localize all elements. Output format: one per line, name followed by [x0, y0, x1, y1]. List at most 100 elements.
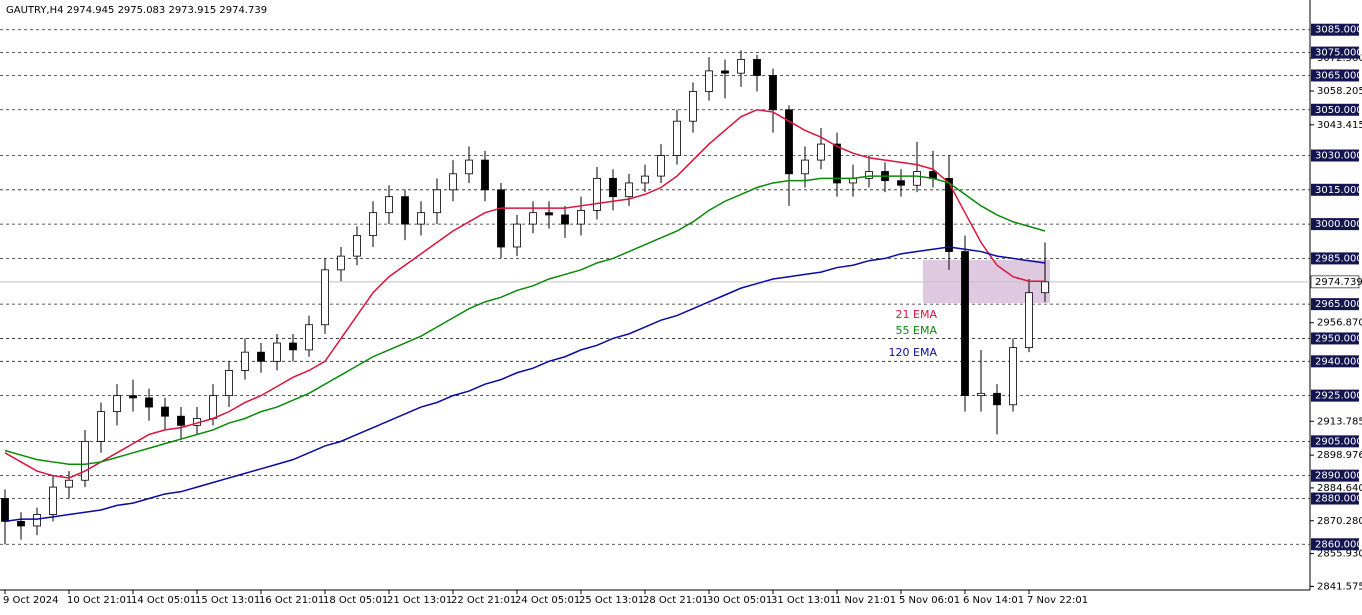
level-label-box [1311, 389, 1359, 402]
x-tick-label: 30 Oct 05:01 [707, 595, 772, 606]
level-label: 2950.000 [1315, 333, 1362, 344]
candle-body [833, 143, 841, 184]
level-label: 2925.000 [1315, 391, 1362, 402]
level-label: 2965.000 [1315, 299, 1362, 310]
level-label: 3030.000 [1315, 151, 1362, 162]
level-label: 2985.000 [1315, 253, 1362, 264]
legend-label: 21 EMA [896, 308, 938, 321]
y-tick-label: 2870.280 [1317, 516, 1362, 527]
candle-body [1009, 347, 1017, 406]
candle-body [513, 223, 521, 248]
candle-body [737, 59, 745, 74]
candle-body [337, 255, 345, 271]
level-label-box [1311, 23, 1359, 36]
level-label-box [1311, 492, 1359, 505]
x-tick-label: 22 Oct 21:01 [451, 595, 516, 606]
candle-body [177, 415, 185, 426]
level-label: 3015.000 [1315, 185, 1362, 196]
candle-body [1041, 281, 1049, 294]
candle-body [353, 235, 361, 257]
candle-body [113, 395, 121, 413]
candle-body [209, 395, 217, 419]
candle-body [561, 214, 569, 225]
candle-body [753, 59, 761, 76]
candle-body [625, 182, 633, 198]
level-label-box [1311, 355, 1359, 368]
x-tick-label: 5 Nov 06:01 [899, 595, 960, 606]
x-tick-label: 10 Oct 21:01 [67, 595, 132, 606]
last-price-box [1310, 275, 1360, 289]
candle-body [449, 173, 457, 191]
candle-body [33, 514, 41, 527]
last-price-label: 2974.739 [1315, 277, 1362, 288]
level-label: 3065.000 [1315, 70, 1362, 81]
candle-body [385, 196, 393, 214]
candle-body [81, 440, 89, 481]
chart-title: GAUTRY,H4 2974.945 2975.083 2973.915 297… [6, 5, 267, 16]
candle-body [593, 177, 601, 211]
candle-body [497, 189, 505, 248]
candle-body [97, 411, 105, 442]
candle-body [993, 392, 1001, 406]
level-label-box [1311, 46, 1359, 59]
level-label: 2880.000 [1315, 494, 1362, 505]
level-label: 2905.000 [1315, 436, 1362, 447]
candle-body [1025, 292, 1033, 348]
x-tick-label: 15 Oct 13:01 [195, 595, 260, 606]
x-tick-label: 1 Nov 21:01 [835, 595, 896, 606]
legend-label: 120 EMA [889, 346, 938, 359]
level-label: 2860.000 [1315, 539, 1362, 550]
x-tick-label: 18 Oct 05:01 [323, 595, 388, 606]
candle-body [769, 75, 777, 111]
candle-body [865, 171, 873, 179]
candle-body [529, 212, 537, 225]
candle-body [273, 342, 281, 362]
x-tick-label: 25 Oct 13:01 [579, 595, 644, 606]
candle-body [289, 342, 297, 351]
candle-body [305, 324, 313, 351]
candle-body [545, 212, 553, 216]
candle-body [689, 91, 697, 122]
candle-body [241, 351, 249, 371]
level-label-box [1311, 149, 1359, 162]
candle-body [913, 171, 921, 186]
candle-body [65, 479, 73, 488]
ema-line [4, 246, 1046, 523]
ema-line [4, 108, 1045, 479]
candle-body [705, 70, 713, 92]
level-label-box [1311, 469, 1359, 482]
x-tick-label: 28 Oct 21:01 [643, 595, 708, 606]
x-tick-label: 9 Oct 2024 [3, 595, 58, 606]
level-label-box [1311, 538, 1359, 551]
x-tick-label: 16 Oct 21:01 [259, 595, 324, 606]
level-label: 3075.000 [1315, 48, 1362, 59]
candle-body [609, 177, 617, 198]
x-tick-label: 21 Oct 13:01 [387, 595, 452, 606]
level-label: 2890.000 [1315, 471, 1362, 482]
candle-body [641, 175, 649, 184]
y-tick-label: 2841.575 [1317, 581, 1362, 592]
level-label-box [1311, 298, 1359, 311]
candle-body [17, 520, 25, 527]
candle-body [401, 196, 409, 225]
y-tick-label: 2898.976 [1317, 450, 1362, 461]
y-tick-label: 2884.640 [1317, 483, 1362, 494]
candle-body [577, 209, 585, 225]
candle-body [801, 159, 809, 175]
x-tick-label: 24 Oct 05:01 [515, 595, 580, 606]
candle-body [417, 212, 425, 225]
candle-body [785, 109, 793, 175]
candle-body [145, 397, 153, 408]
candle-body [897, 180, 905, 186]
candle-body [49, 486, 57, 515]
candle-body [225, 370, 233, 397]
candle-body [977, 392, 985, 397]
level-label-box [1311, 332, 1359, 345]
ema-line [4, 175, 1046, 465]
x-tick-label: 14 Oct 05:01 [131, 595, 196, 606]
level-label: 3000.000 [1315, 219, 1362, 230]
level-label: 3050.000 [1315, 105, 1362, 116]
y-tick-label: 3058.205 [1317, 86, 1362, 97]
